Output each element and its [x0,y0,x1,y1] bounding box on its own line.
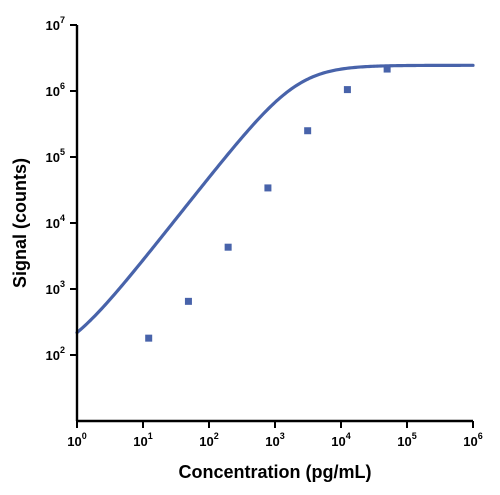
fit-curve [75,63,475,335]
y-tick-label-2: 104 [46,213,65,231]
x-axis-title: Concentration (pg/mL) [179,462,372,482]
y-tick-label-0: 102 [46,345,65,363]
data-point-6 [383,65,391,73]
data-point-5 [343,86,351,94]
data-points-layer [145,65,391,342]
data-point-1 [184,297,192,305]
ticks-layer: 100 101 102 103 104 105 106 102 103 104 105 106 107 [46,15,483,449]
data-point-0 [145,334,153,342]
data-point-4 [304,127,312,135]
data-point-2 [224,243,232,251]
x-tick-label-3: 103 [265,431,284,449]
x-tick-label-4: 104 [331,431,350,449]
y-tick-label-1: 103 [46,279,65,297]
data-point-3 [264,184,272,192]
x-tick-label-0: 100 [67,431,86,449]
x-tick-label-1: 101 [133,431,152,449]
y-tick-label-4: 106 [46,81,65,99]
y-tick-label-5: 107 [46,15,65,33]
y-axis-title: Signal (counts) [10,158,30,288]
x-tick-label-2: 102 [199,431,218,449]
y-tick-label-3: 105 [46,147,65,165]
x-tick-label-6: 106 [463,431,482,449]
x-tick-label-5: 105 [397,431,416,449]
